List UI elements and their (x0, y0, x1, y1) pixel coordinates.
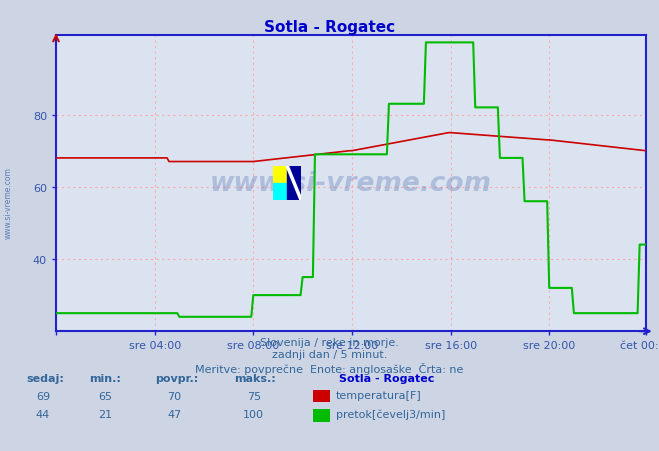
Text: 69: 69 (36, 391, 50, 401)
Text: temperatura[F]: temperatura[F] (336, 390, 422, 400)
Bar (287, 167, 301, 201)
Bar (273, 167, 287, 184)
Text: Meritve: povprečne  Enote: anglosaške  Črta: ne: Meritve: povprečne Enote: anglosaške Črt… (195, 362, 464, 374)
Text: 75: 75 (246, 391, 261, 401)
Bar (273, 184, 287, 201)
Text: maks.:: maks.: (234, 373, 275, 383)
Text: povpr.:: povpr.: (155, 373, 198, 383)
Text: 47: 47 (167, 409, 182, 419)
Text: 21: 21 (98, 409, 113, 419)
Text: sedaj:: sedaj: (26, 373, 64, 383)
Text: 65: 65 (98, 391, 113, 401)
Text: zadnji dan / 5 minut.: zadnji dan / 5 minut. (272, 350, 387, 359)
Text: www.si-vreme.com: www.si-vreme.com (210, 171, 492, 197)
Text: 44: 44 (36, 409, 50, 419)
Text: pretok[čevelj3/min]: pretok[čevelj3/min] (336, 409, 445, 419)
Text: Slovenija / reke in morje.: Slovenija / reke in morje. (260, 337, 399, 347)
Text: min.:: min.: (89, 373, 121, 383)
Text: 100: 100 (243, 409, 264, 419)
Text: 70: 70 (167, 391, 182, 401)
Text: www.si-vreme.com: www.si-vreme.com (3, 167, 13, 239)
Text: Sotla - Rogatec: Sotla - Rogatec (339, 373, 435, 383)
Text: Sotla - Rogatec: Sotla - Rogatec (264, 20, 395, 35)
